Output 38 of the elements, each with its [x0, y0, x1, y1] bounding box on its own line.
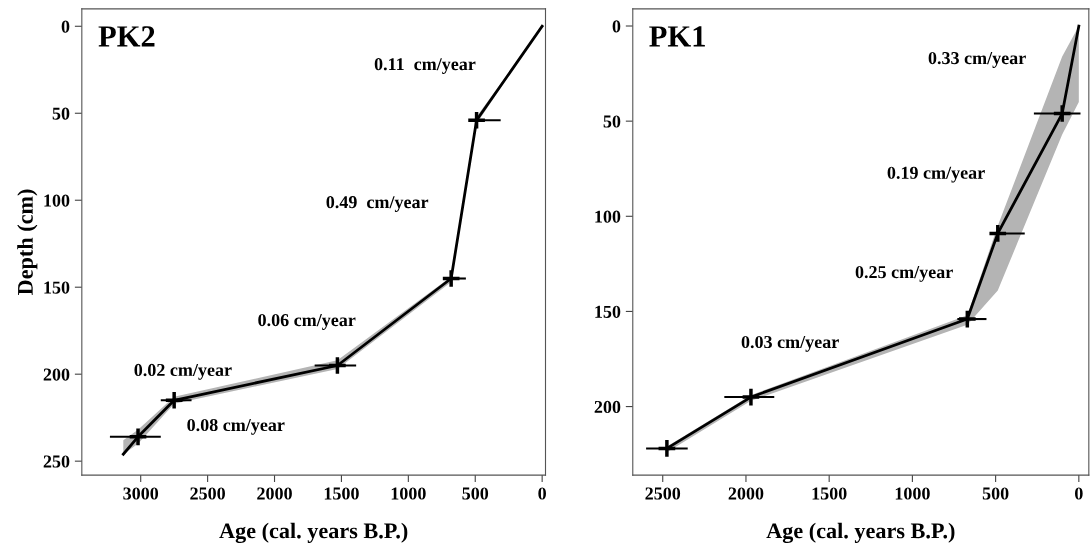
- y-tick-label: 50: [603, 115, 621, 128]
- x-tick-label: 1000: [391, 487, 426, 500]
- x-tick-label: 2000: [728, 487, 764, 500]
- x-tick-label: 1000: [895, 487, 930, 500]
- y-tick-label: 100: [44, 194, 70, 207]
- y-tick-label: 250: [43, 455, 70, 468]
- y-tick-label: 0: [61, 20, 70, 33]
- chart-title: PK1: [649, 26, 705, 47]
- x-tick-label: 0: [1075, 487, 1083, 500]
- x-tick-label: 2000: [257, 487, 292, 500]
- y-tick-label: 0: [612, 20, 621, 33]
- y-tick-label: 100: [595, 210, 621, 223]
- x-tick-label: 500: [462, 487, 489, 500]
- x-tick-label: 500: [982, 487, 1009, 500]
- annotation: 0.49 cm/year: [326, 196, 429, 212]
- annotation: 0.03 cm/year: [741, 335, 839, 352]
- y-tick-label: 200: [43, 368, 70, 381]
- annotation: 0.02 cm/year: [134, 363, 232, 380]
- y-tick-label: 150: [595, 305, 621, 318]
- y-axis-title: Depth (cm): [17, 189, 38, 295]
- annotation: 0.25 cm/year: [855, 265, 953, 282]
- x-tick-label: 1500: [324, 487, 359, 500]
- y-tick-label: 200: [594, 400, 621, 414]
- chart-title: PK2: [98, 26, 155, 47]
- x-tick-label: 1500: [812, 487, 847, 500]
- y-tick-label: 50: [52, 107, 70, 120]
- annotation: 0.19 cm/year: [887, 166, 985, 183]
- x-tick-label: 2500: [190, 487, 225, 500]
- annotation: 0.06 cm/year: [258, 313, 356, 330]
- x-tick-label: 2500: [645, 487, 681, 500]
- x-axis-title: Age (cal. years B.P.): [766, 522, 955, 544]
- annotation: 0.08 cm/year: [187, 418, 285, 435]
- x-axis-title: Age (cal. years B.P.): [219, 522, 408, 544]
- x-tick-label: 0: [538, 487, 546, 500]
- annotation: 0.11 cm/year: [374, 58, 476, 74]
- x-tick-label: 3000: [123, 487, 159, 500]
- annotation: 0.33 cm/year: [928, 51, 1026, 68]
- y-tick-label: 150: [44, 281, 70, 294]
